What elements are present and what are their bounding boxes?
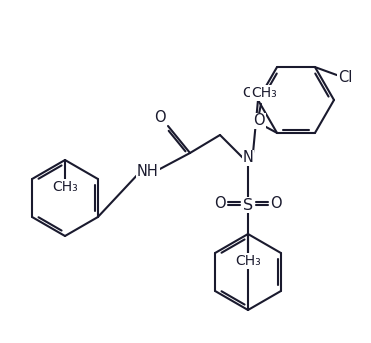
Text: NH: NH <box>137 165 159 179</box>
Text: Cl: Cl <box>338 70 352 85</box>
Text: O: O <box>154 110 166 126</box>
Text: CH₃: CH₃ <box>235 254 261 268</box>
Text: O: O <box>270 197 282 212</box>
Text: S: S <box>243 198 253 213</box>
Text: O: O <box>253 114 265 128</box>
Text: OCH₃: OCH₃ <box>243 86 279 100</box>
Text: CH₃: CH₃ <box>52 180 78 194</box>
Text: CH₃: CH₃ <box>251 86 277 100</box>
Text: O: O <box>214 197 226 212</box>
Text: N: N <box>243 151 253 166</box>
